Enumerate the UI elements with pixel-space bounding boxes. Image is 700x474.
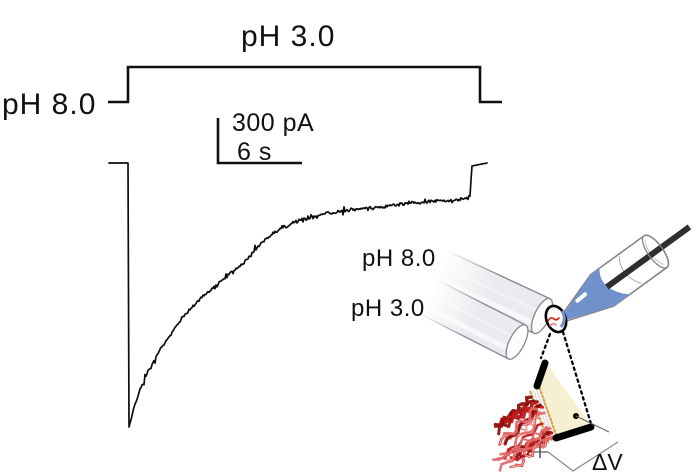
protein-strand (503, 403, 542, 446)
protein-strand (513, 425, 552, 449)
pipette-wall-upper (533, 359, 549, 390)
recording-electrode-wire (605, 224, 692, 290)
baseline-ph-label: pH 8.0 (2, 88, 96, 121)
protein-strand (492, 437, 554, 462)
pipette-glint (575, 292, 588, 303)
voltage-circuit (534, 413, 619, 472)
tip-protein-mini2 (549, 323, 557, 327)
protein-strand (502, 407, 539, 436)
zoom-region-circle (544, 304, 568, 334)
perfusion-tube-ph3 (418, 278, 529, 360)
pipette-wall-lower (552, 423, 595, 442)
protein-strand-highlight (525, 435, 553, 457)
ph-step-line (108, 65, 502, 104)
membrane-texture3 (537, 388, 557, 441)
current-trace (108, 162, 488, 428)
circuit-lead-pipette (575, 415, 610, 433)
protein-strand (493, 395, 533, 428)
delta-v-label: ΔV (592, 449, 623, 474)
zoom-cone-left (539, 332, 552, 360)
tube-fade (430, 249, 500, 311)
pipette-back-rim (641, 234, 670, 269)
channel-proteins-red (492, 395, 554, 472)
tip-solution-hint (559, 310, 566, 328)
pipette-solution (559, 268, 630, 322)
scale-time-label: 6 s (237, 138, 272, 166)
protein-strand (498, 427, 549, 472)
perfusion-bottom-label: pH 3.0 (351, 295, 425, 322)
lipid-heads-inner (538, 387, 559, 441)
patch-pipette (557, 224, 692, 324)
circuit-lead-bath (547, 441, 619, 472)
zoom-cone-right (561, 330, 594, 429)
scale-bar (216, 118, 302, 165)
tip-protein-mini (547, 317, 560, 322)
tube-opening (505, 324, 529, 360)
perfusion-top-label: pH 8.0 (362, 245, 436, 272)
tube-fade (418, 278, 484, 339)
membrane-patch-inset (492, 359, 595, 472)
scale-current-label: 300 pA (232, 109, 314, 137)
step-title-label: pH 3.0 (241, 20, 335, 53)
